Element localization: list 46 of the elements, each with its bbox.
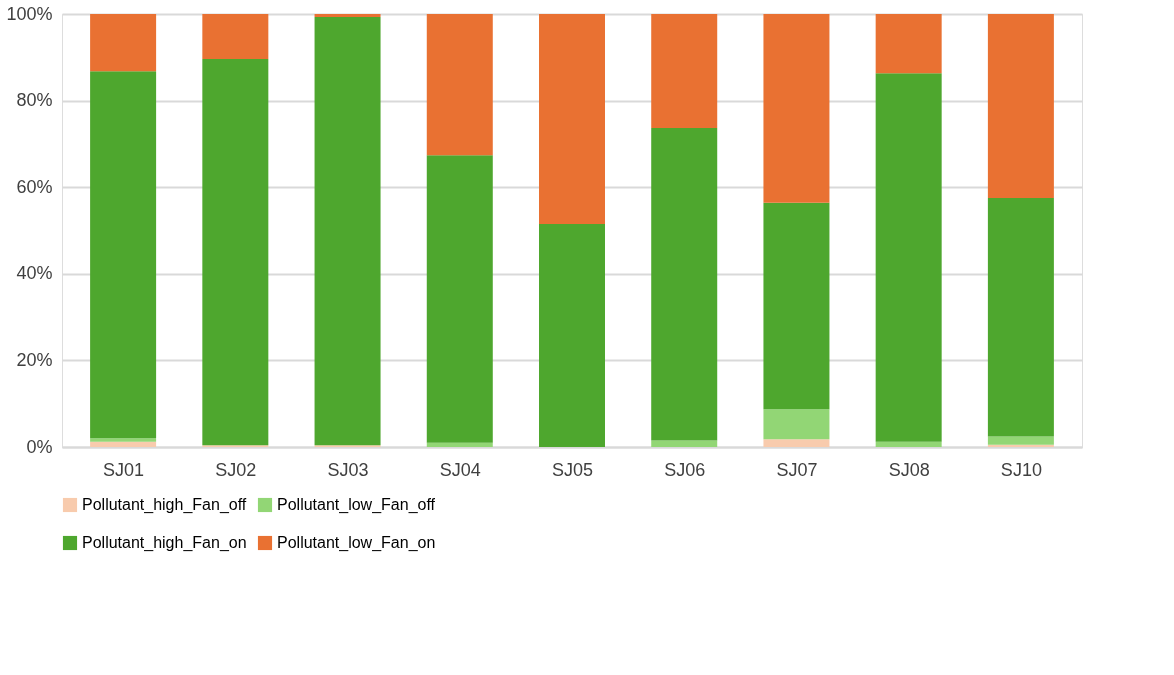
bar [875,14,942,74]
y-tick-label: 100% [6,3,53,24]
bar [763,202,830,410]
bar [987,436,1054,445]
legend-label: Pollutant_high_Fan_on [82,534,247,552]
x-tick-label: SJ01 [103,459,145,480]
bar [202,14,269,60]
bar [90,438,157,442]
x-tick-label: SJ03 [327,459,369,480]
bar [763,439,830,447]
x-tick-label: SJ08 [888,459,930,480]
bar [987,14,1054,199]
y-tick-label: 0% [26,436,53,457]
bar [539,224,605,447]
bar [202,59,269,446]
y-tick-label: 80% [16,90,53,111]
bar [651,14,718,128]
bar [987,444,1054,447]
bar [651,440,718,447]
bar [90,441,157,447]
x-tick-label: SJ04 [439,459,481,480]
y-tick-label: 20% [16,349,53,370]
bar [763,14,830,203]
bar [875,73,942,442]
x-tick-label: SJ07 [776,459,818,480]
y-tick-label: 40% [16,263,53,284]
bar [426,155,493,443]
bar [763,409,830,440]
bar [987,198,1054,437]
bar [651,127,718,441]
bar [314,17,381,446]
bar [539,14,605,225]
bar [90,71,157,439]
bar [90,14,157,72]
x-tick-label: SJ10 [1000,459,1042,480]
x-tick-label: SJ05 [551,459,594,480]
bar [314,14,381,18]
bar [426,14,493,156]
legend-label: Pollutant_high_Fan_off [82,496,247,514]
y-tick-label: 60% [16,176,53,197]
x-tick-label: SJ06 [664,459,706,480]
legend-label: Pollutant_low_Fan_off [277,496,436,514]
x-tick-label: SJ02 [215,459,257,480]
bar [426,442,493,447]
legend-label: Pollutant_low_Fan_on [277,534,436,552]
bar [875,441,942,447]
